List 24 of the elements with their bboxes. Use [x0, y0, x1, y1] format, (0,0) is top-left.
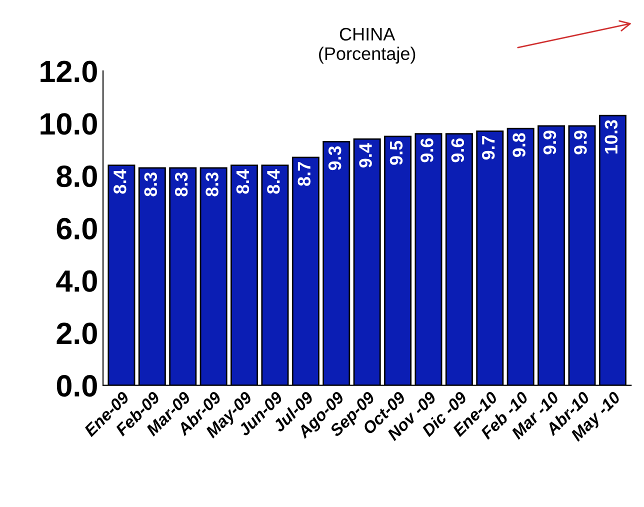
data-label: 10.3 — [604, 120, 618, 154]
y-tick-label: 8.0 — [56, 165, 97, 188]
chart-title: CHINA (Porcentaje) — [319, 28, 416, 64]
y-tick-label: 12.0 — [40, 60, 97, 82]
data-label: 9.5 — [390, 140, 403, 165]
data-label: 9.3 — [328, 146, 342, 170]
data-label: 8.4 — [236, 169, 250, 194]
data-label: 8.3 — [206, 172, 218, 196]
data-label: 9.9 — [543, 130, 556, 154]
data-label: 9.6 — [451, 138, 464, 162]
data-label: 9.7 — [482, 136, 495, 160]
y-tick-label: 10.0 — [40, 113, 97, 135]
data-label: 8.4 — [114, 169, 126, 194]
data-label: 9.8 — [512, 133, 526, 158]
y-tick-label: 2.0 — [56, 322, 97, 344]
data-label: 8.7 — [298, 162, 311, 186]
y-tick-label: 4.0 — [56, 270, 97, 292]
data-label: 9.4 — [359, 143, 372, 168]
data-label: 9.9 — [574, 130, 587, 154]
data-label: 8.3 — [174, 172, 188, 196]
data-label: 8.4 — [267, 169, 280, 194]
y-tick-label: 6.0 — [56, 218, 97, 240]
data-label: 9.6 — [420, 138, 434, 162]
data-label: 8.3 — [144, 172, 158, 196]
